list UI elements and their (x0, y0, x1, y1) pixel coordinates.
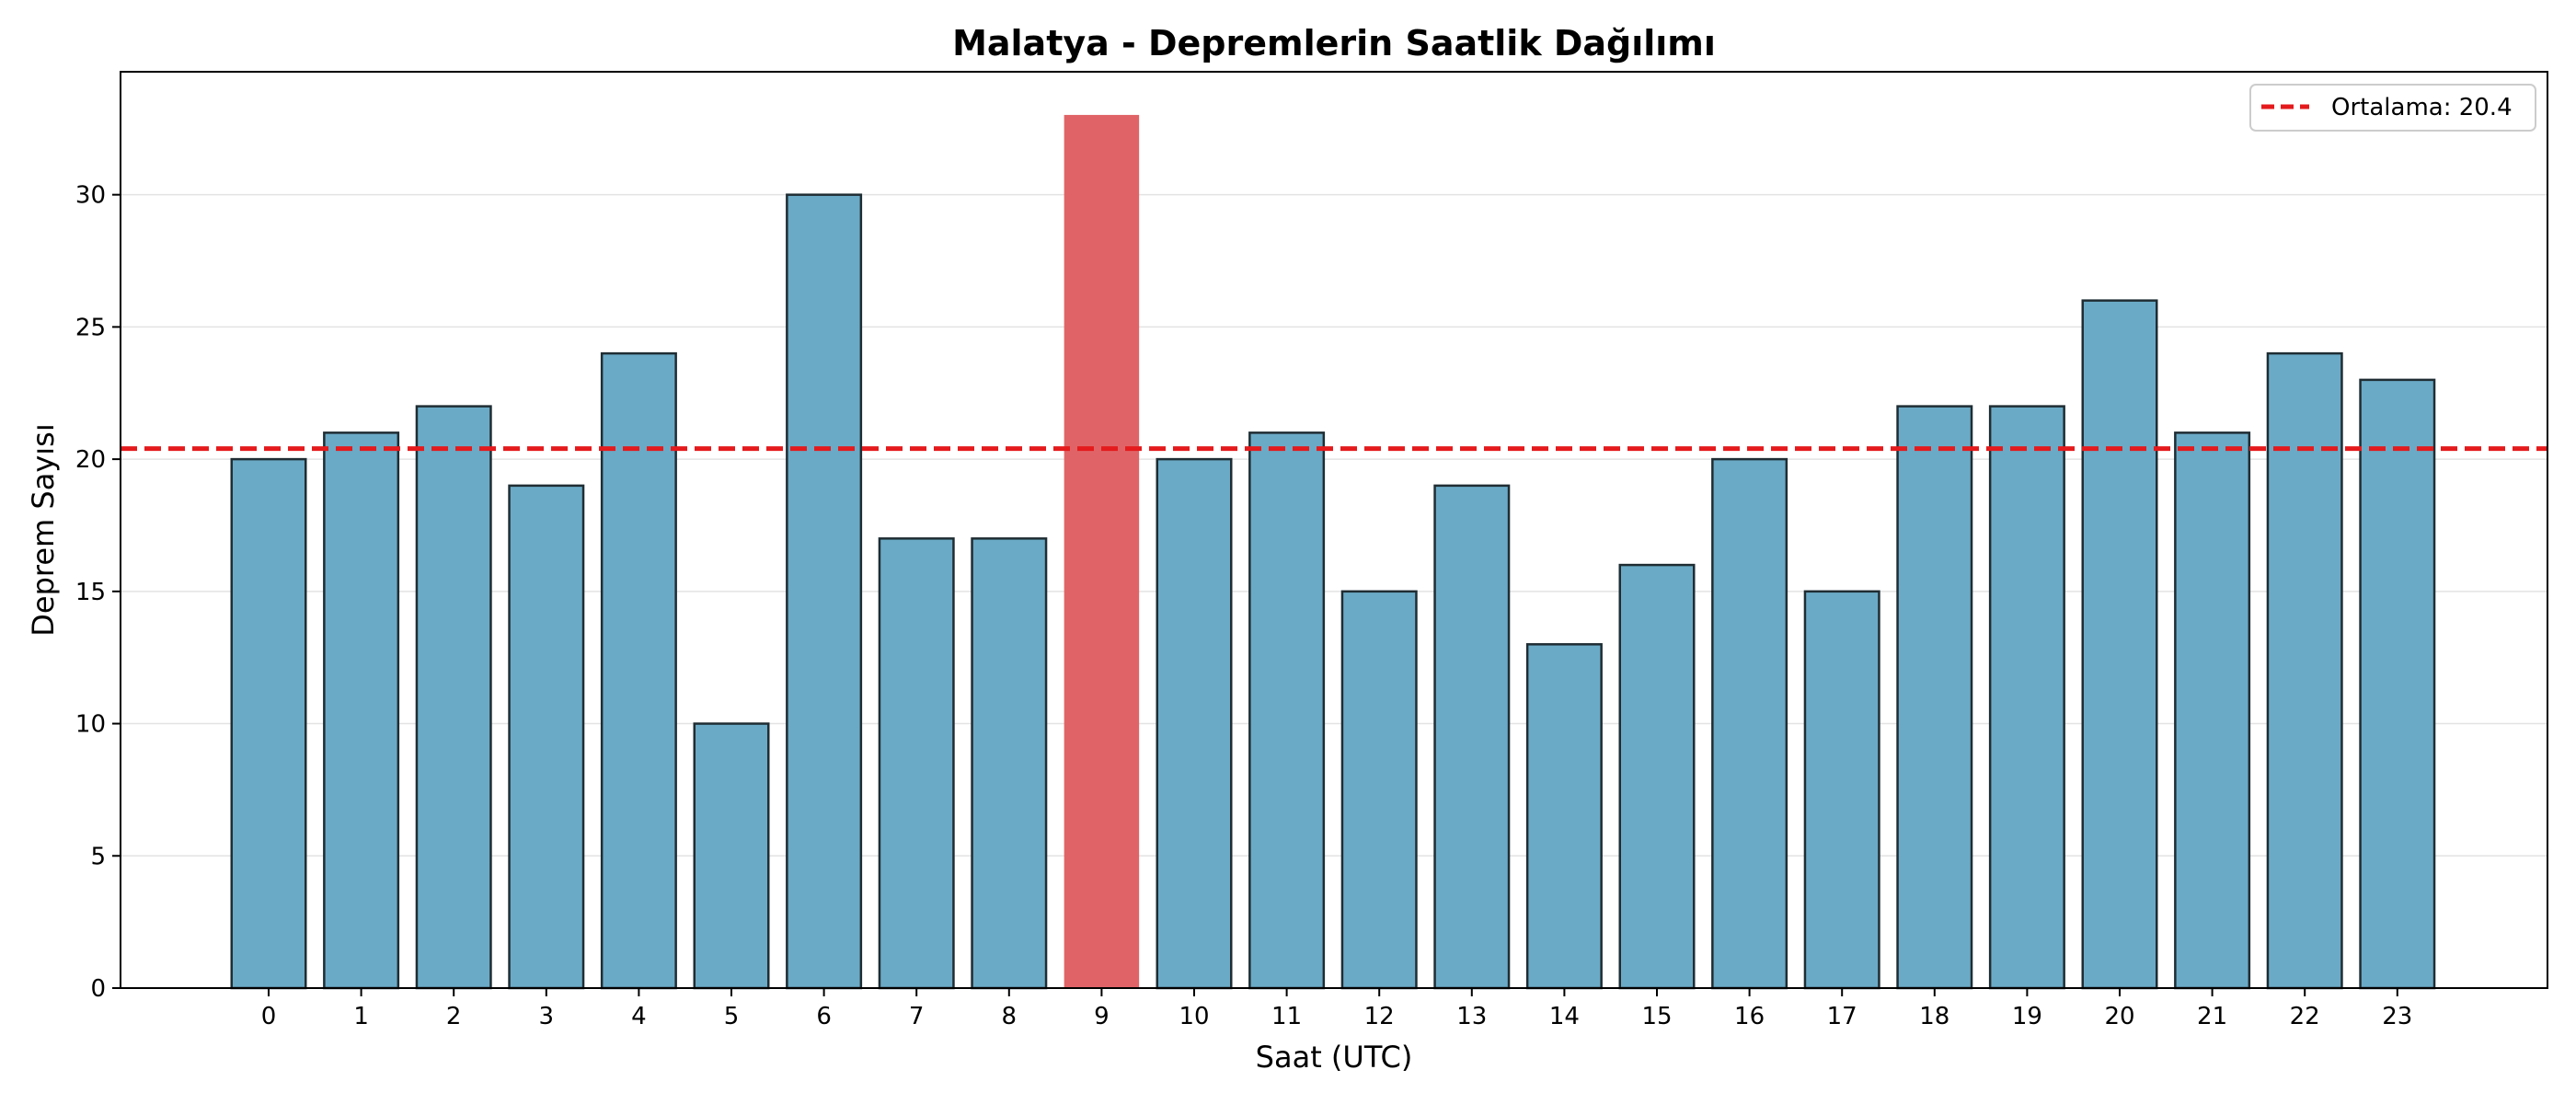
bar-8 (971, 537, 1048, 990)
bar-6 (786, 193, 863, 990)
y-tick-label: 10 (75, 711, 106, 739)
bar-7 (878, 537, 955, 990)
x-tick-label: 5 (724, 1003, 740, 1030)
x-tick-label: 3 (539, 1003, 555, 1030)
x-tick-label: 11 (1271, 1003, 1302, 1030)
y-tick-label: 0 (90, 975, 106, 1003)
bar-18 (1896, 405, 1973, 990)
y-tick-label: 25 (75, 314, 106, 341)
legend-label: Ortalama: 20.4 (2331, 94, 2513, 121)
y-tick-label: 5 (90, 843, 106, 870)
legend: Ortalama: 20.4 (2249, 84, 2536, 132)
bar-16 (1711, 457, 1788, 990)
y-tick-label: 30 (75, 182, 106, 210)
x-tick-label: 18 (1919, 1003, 1949, 1030)
x-tick-label: 15 (1641, 1003, 1672, 1030)
bars (230, 114, 2436, 990)
x-tick-label: 14 (1549, 1003, 1580, 1030)
x-tick-label: 8 (1002, 1003, 1018, 1030)
bar-20 (2081, 299, 2158, 990)
y-axis-title: Deprem Sayısı (26, 423, 61, 636)
x-tick-label: 9 (1094, 1003, 1110, 1030)
bar-5 (693, 722, 770, 990)
y-tick-label: 20 (75, 446, 106, 474)
bar-1 (323, 431, 400, 990)
x-axis-title: Saat (UTC) (1256, 1040, 1413, 1075)
x-tick-label: 12 (1364, 1003, 1395, 1030)
x-tick-label: 23 (2382, 1003, 2412, 1030)
chart-title: Malatya - Depremlerin Saatlik Dağılımı (952, 23, 1716, 63)
x-tick-label: 7 (909, 1003, 925, 1030)
bar-19 (1988, 405, 2065, 990)
bar-0 (230, 457, 307, 990)
bar-10 (1156, 457, 1233, 990)
x-tick-label: 20 (2104, 1003, 2134, 1030)
x-tick-label: 17 (1827, 1003, 1857, 1030)
y-axis-ticks: 0 5 10 15 20 25 30 (75, 182, 121, 1003)
x-axis-ticks: 0 1 2 3 4 5 6 7 8 9 10 11 12 13 14 15 16 17 18 19 20 21 22 23 (261, 988, 2412, 1030)
bar-17 (1803, 590, 1880, 990)
bar-14 (1525, 643, 1603, 990)
x-tick-label: 13 (1456, 1003, 1487, 1030)
x-tick-label: 19 (2012, 1003, 2042, 1030)
x-tick-label: 21 (2197, 1003, 2227, 1030)
bar-21 (2174, 431, 2251, 990)
bar-3 (508, 484, 585, 990)
bar-13 (1433, 484, 1511, 990)
y-tick-label: 15 (75, 579, 106, 606)
bar-9 (1064, 114, 1140, 989)
x-tick-label: 22 (2290, 1003, 2320, 1030)
x-tick-label: 2 (446, 1003, 462, 1030)
bar-11 (1248, 431, 1326, 990)
x-tick-label: 6 (816, 1003, 832, 1030)
x-tick-label: 4 (631, 1003, 647, 1030)
bar-12 (1340, 590, 1418, 990)
x-tick-label: 0 (261, 1003, 277, 1030)
x-tick-label: 10 (1179, 1003, 1209, 1030)
bar-2 (415, 405, 492, 990)
x-tick-label: 1 (353, 1003, 369, 1030)
x-tick-label: 16 (1734, 1003, 1765, 1030)
bar-15 (1618, 563, 1696, 990)
legend-box (2249, 84, 2536, 132)
bar-22 (2266, 351, 2343, 990)
plot-frame (120, 71, 2548, 989)
bar-23 (2359, 378, 2436, 990)
